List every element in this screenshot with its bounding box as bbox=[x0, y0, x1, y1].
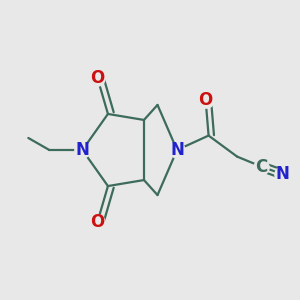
Text: O: O bbox=[199, 91, 213, 109]
Text: C: C bbox=[255, 158, 267, 175]
Text: N: N bbox=[170, 141, 184, 159]
Text: N: N bbox=[275, 165, 289, 183]
Text: O: O bbox=[90, 213, 104, 231]
Text: N: N bbox=[76, 141, 89, 159]
Text: O: O bbox=[90, 69, 104, 87]
